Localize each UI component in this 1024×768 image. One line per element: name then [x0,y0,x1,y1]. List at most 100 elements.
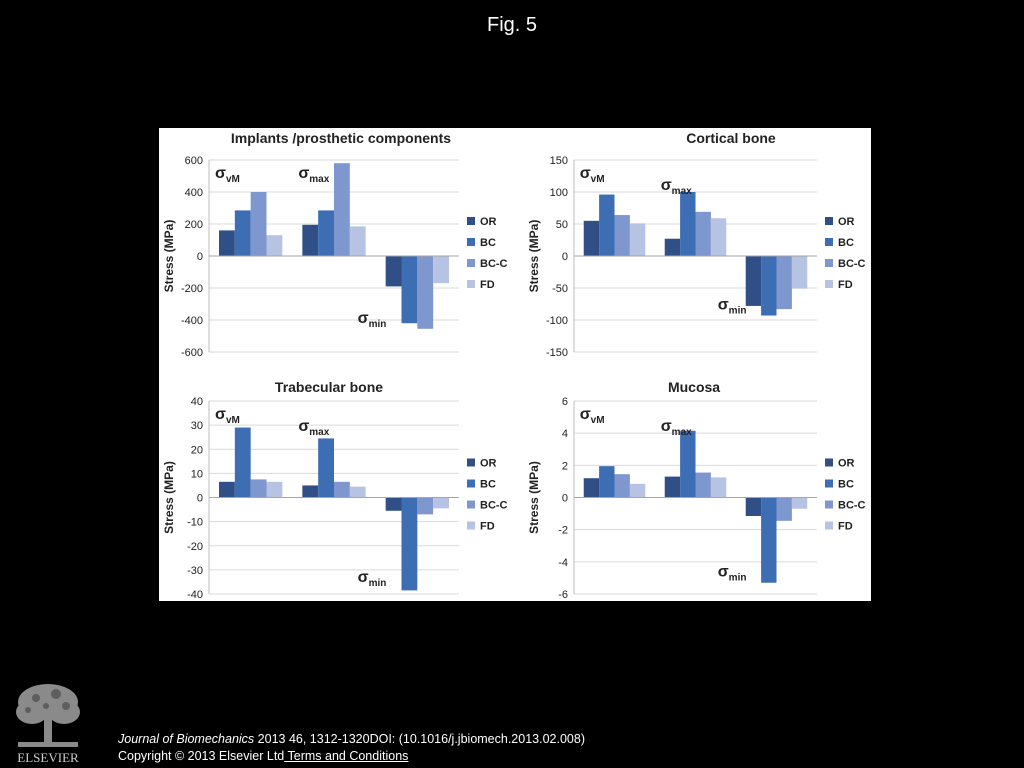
bar-BC-C-0 [250,479,267,498]
bar-OR-0 [219,230,235,256]
legend-swatch-OR [467,217,475,225]
bar-BC-C-2 [776,497,792,521]
bar-BC-0 [234,210,251,256]
bar-FD-0 [629,223,646,256]
chart-panel-2: Trabecular bone Stress (MPa) 40 30 20 10 0 -10 -… [162,379,508,601]
y-tick-label: -40 [187,589,203,601]
bar-FD-2 [433,497,449,509]
chart-panel-3: Mucosa Stress (MPa) 6 4 2 0 -2 -4 -6 σvM σmax σmin O… [527,379,866,601]
bar-BC-C-0 [614,474,630,498]
legend-swatch-BC [467,238,475,246]
group-label-min: σmin [358,310,387,330]
chart-panel-0: Implants /prosthetic components Stress (M… [162,130,508,359]
y-tick-label: -4 [558,557,568,569]
legend-label-BC-C: BC-C [480,258,508,270]
bar-BC-C-0 [614,215,630,256]
bar-BC-C-1 [334,481,350,498]
legend-swatch-FD [467,280,475,288]
legend-label-BC-C: BC-C [838,500,866,512]
y-tick-label: 400 [185,187,203,199]
y-tick-label: -400 [181,315,203,327]
y-tick-label: 200 [185,219,203,231]
bar-FD-0 [629,483,646,498]
legend-label-OR: OR [838,216,855,228]
bar-FD-0 [266,481,283,498]
legend-label-BC-C: BC-C [838,258,866,270]
bar-BC-C-2 [417,497,434,515]
y-tick-label: 50 [556,219,568,231]
legend-label-BC: BC [480,237,496,249]
legend-swatch-FD [467,521,475,530]
citation-details: 2013 46, 1312-1320DOI: (10.1016/j.jbiome… [254,732,585,746]
legend-swatch-BC-C [467,500,475,509]
y-tick-label: -20 [187,541,203,553]
chart-panel-1: Cortical bone Stress (MPa) 150 100 50 0 -50 -10… [527,130,866,359]
chart-title: Mucosa [668,379,720,395]
bar-BC-C-1 [334,163,350,256]
y-tick-label: 4 [562,428,568,440]
group-label-vM: σvM [215,165,240,185]
figure-title: Fig. 5 [486,14,538,36]
bar-BC-2 [761,497,777,583]
y-axis-label: Stress (MPa) [162,220,176,293]
legend-label-BC: BC [838,237,854,249]
y-tick-label: 0 [197,251,203,263]
y-tick-label: -10 [187,517,203,529]
y-axis-label: Stress (MPa) [527,461,541,534]
y-tick-label: 40 [191,396,203,408]
citation-line: Journal of Biomechanics 2013 46, 1312-13… [118,731,585,748]
bar-BC-C-0 [250,192,267,256]
bar-BC-C-2 [417,256,434,329]
legend-swatch-FD [825,521,833,530]
bar-OR-1 [302,224,319,256]
y-tick-label: -6 [558,589,568,601]
bar-OR-0 [219,481,235,498]
publisher-logo-text: ELSEVIER [17,750,79,765]
y-tick-label: -150 [546,347,568,359]
group-label-vM: σvM [215,406,240,426]
bar-BC-2 [761,256,777,316]
group-label-max: σmax [661,418,692,438]
legend-label-OR: OR [480,458,497,470]
bar-BC-2 [401,256,418,324]
bar-BC-0 [234,427,251,498]
bar-BC-C-2 [776,256,792,310]
bar-BC-C-1 [695,211,711,256]
bar-BC-0 [599,194,615,256]
chart-title: Implants /prosthetic components [231,130,451,146]
chart-title: Cortical bone [686,130,776,146]
legend-swatch-BC [467,479,475,488]
legend-swatch-OR [825,458,833,467]
bar-OR-1 [664,238,681,256]
copyright-line: Copyright © 2013 Elsevier Ltd Terms and … [118,748,585,765]
y-tick-label: -2 [558,525,568,537]
legend-swatch-BC-C [825,259,833,267]
terms-link[interactable]: Terms and Conditions [284,749,409,763]
citation-block: Journal of Biomechanics 2013 46, 1312-13… [118,731,585,765]
y-axis-label: Stress (MPa) [162,461,176,534]
bar-BC-1 [318,438,334,498]
bar-OR-2 [745,497,762,516]
copyright-text: Copyright © 2013 Elsevier Ltd [118,749,285,763]
y-tick-label: 0 [562,493,568,505]
bar-OR-2 [385,497,402,511]
bar-OR-1 [302,485,319,498]
y-tick-label: 2 [562,460,568,472]
y-tick-label: -100 [546,315,568,327]
bar-OR-1 [664,476,681,498]
legend-label-FD: FD [480,279,495,291]
elsevier-logo: ELSEVIER [8,680,88,766]
legend-swatch-FD [825,280,833,288]
legend-swatch-OR [467,458,475,467]
legend-label-FD: FD [838,521,853,533]
y-tick-label: 600 [185,155,203,167]
bar-FD-0 [266,235,283,256]
legend-label-BC: BC [480,479,496,491]
bar-OR-2 [385,256,402,287]
y-tick-label: 6 [562,396,568,408]
group-label-min: σmin [358,569,387,589]
legend-label-FD: FD [838,279,853,291]
y-tick-label: -50 [552,283,568,295]
y-tick-label: 20 [191,444,203,456]
legend-swatch-BC-C [467,259,475,267]
